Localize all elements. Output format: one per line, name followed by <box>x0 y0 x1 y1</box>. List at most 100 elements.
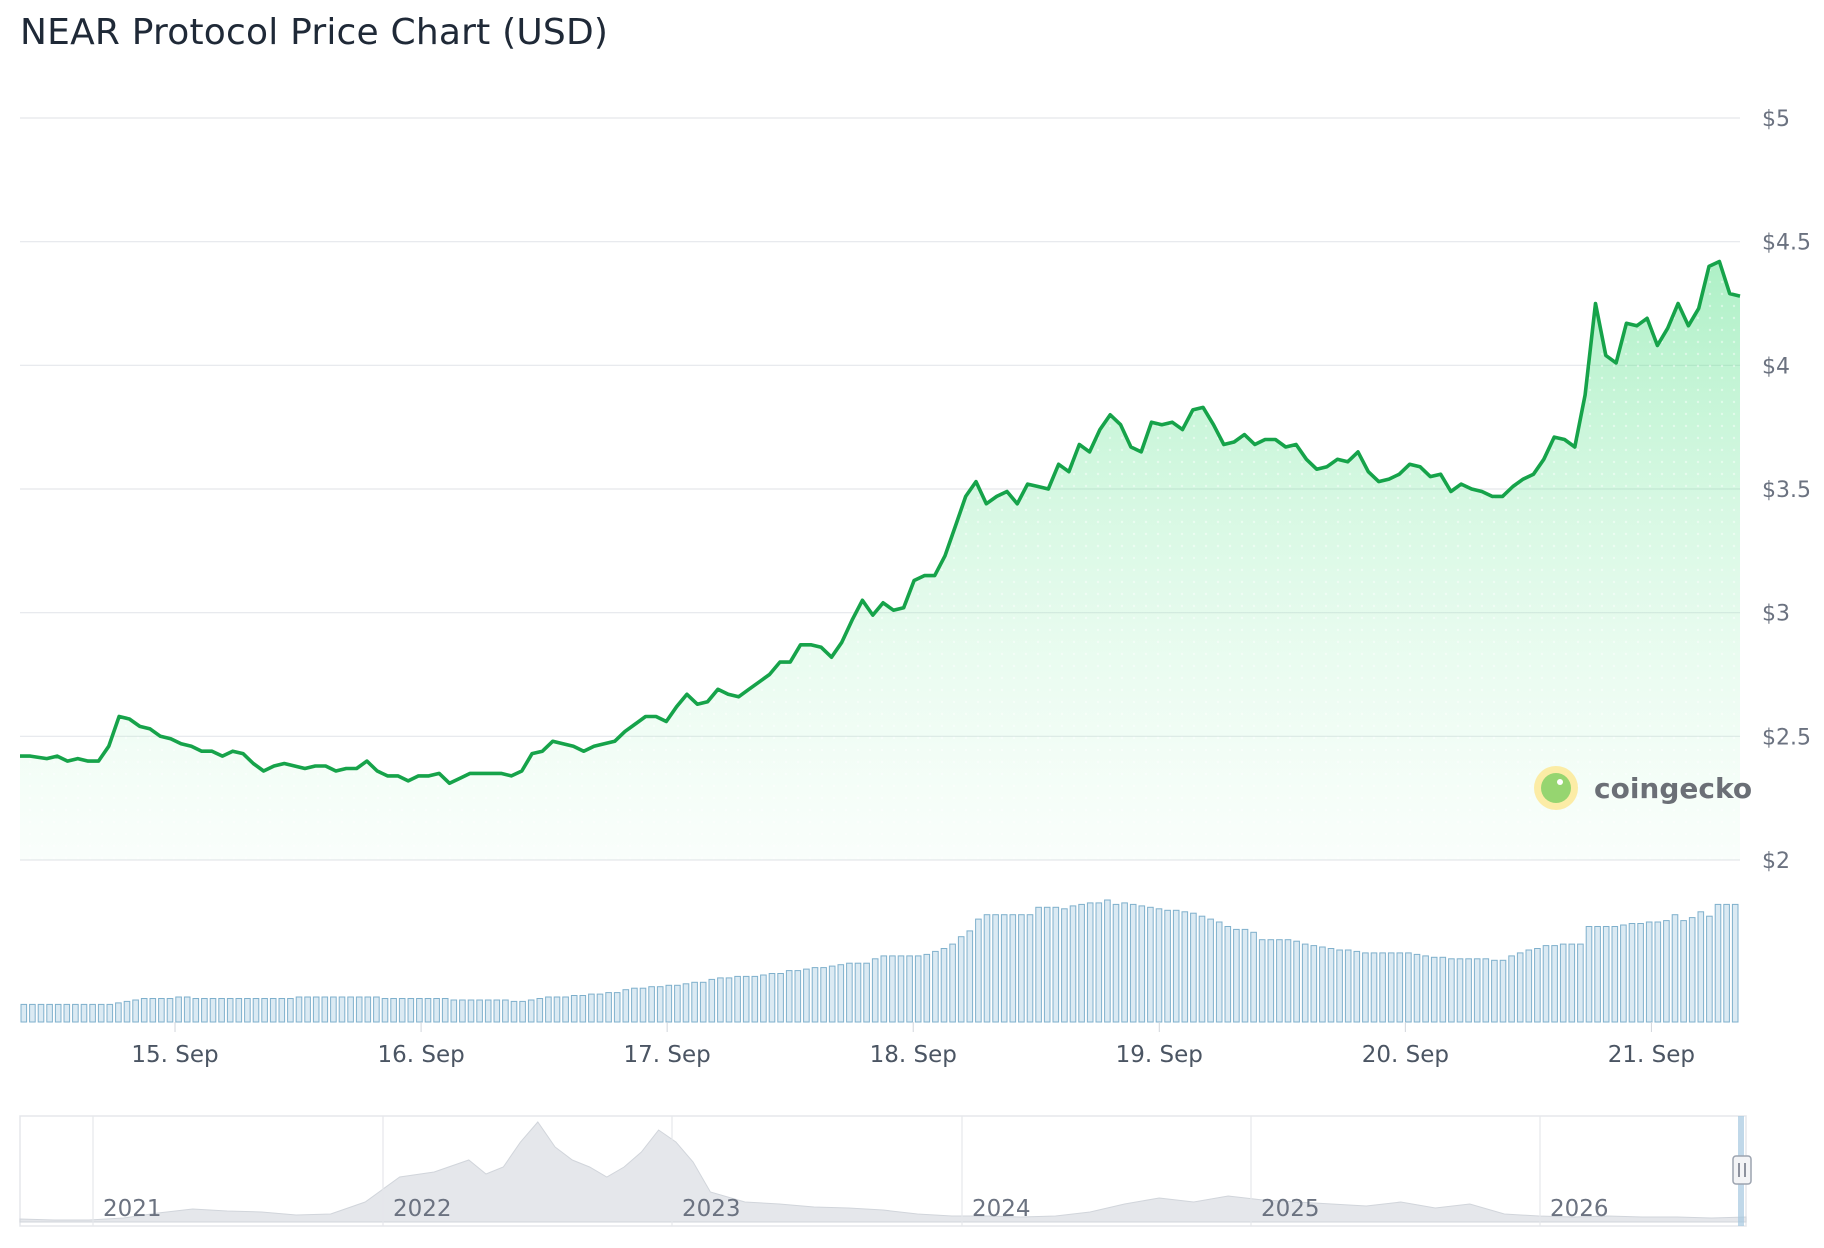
volume-bar <box>97 1003 105 1023</box>
volume-bar <box>502 999 509 1023</box>
volume-bar <box>811 967 819 1023</box>
volume-bar <box>1172 909 1180 1023</box>
volume-bar <box>1327 948 1335 1023</box>
volume-bar <box>149 998 157 1023</box>
volume-bar <box>1207 918 1214 1023</box>
volume-bar <box>1069 905 1077 1023</box>
volume-bar <box>1491 959 1498 1023</box>
volume-bar <box>1654 921 1662 1023</box>
volume-bar <box>1121 902 1128 1023</box>
volume-bar <box>1430 956 1438 1023</box>
volume-bar <box>166 998 174 1023</box>
volume-bar <box>631 987 638 1023</box>
volume-bar <box>1568 943 1576 1023</box>
volume-bar <box>966 930 974 1023</box>
volume-bar <box>570 995 578 1023</box>
volume-bar <box>1551 945 1558 1023</box>
volume-bar <box>1129 903 1137 1023</box>
volume-bar <box>1344 949 1352 1023</box>
coingecko-watermark: coingecko <box>1534 766 1752 810</box>
volume-bar <box>1026 914 1034 1023</box>
volume-bar <box>682 983 690 1023</box>
volume-bar <box>416 998 423 1023</box>
navigator-year-label: 2024 <box>972 1196 1031 1222</box>
volume-bar <box>321 996 329 1023</box>
volume-bar <box>192 998 200 1023</box>
volume-bar <box>244 998 251 1023</box>
volume-bar <box>1645 921 1653 1023</box>
volume-bar <box>1396 952 1404 1023</box>
navigator-year-labels: 2021 2022 2023 2024 2025 2026 <box>92 1116 1609 1226</box>
volume-bar <box>596 993 604 1023</box>
volume-bar <box>493 999 501 1023</box>
volume-bar <box>1009 914 1017 1023</box>
volume-bar <box>1164 909 1171 1023</box>
volume-bar <box>484 999 492 1023</box>
volume-bar <box>794 970 802 1023</box>
volume-bar <box>1473 958 1481 1023</box>
volume-bar <box>1559 943 1567 1023</box>
volume-bar <box>699 981 707 1023</box>
chart-title: NEAR Protocol Price Chart (USD) <box>20 12 609 53</box>
volume-bar <box>1637 923 1644 1023</box>
volume-bar <box>80 1003 88 1023</box>
volume-bar <box>983 914 991 1023</box>
volume-bar <box>252 998 260 1023</box>
volume-bar <box>1147 906 1154 1023</box>
price-line[interactable] <box>20 259 1741 786</box>
volume-bar <box>1035 906 1042 1023</box>
volume-bar <box>29 1003 36 1023</box>
volume-bar <box>209 998 217 1023</box>
volume-bar <box>880 955 888 1023</box>
volume-bar <box>854 962 862 1023</box>
volume-bar <box>295 996 303 1023</box>
volume-bar <box>1181 911 1189 1023</box>
drag-handle-icon[interactable] <box>1732 1155 1752 1185</box>
volume-bar <box>932 950 939 1023</box>
volume-bar <box>373 996 380 1023</box>
volume-bar <box>347 996 354 1023</box>
price-line-layer[interactable] <box>20 259 1741 786</box>
volume-bar <box>72 1003 79 1023</box>
x-axis: 15. Sep 16. Sep 17. Sep 18. Sep 19. Sep 20. S… <box>131 1022 1695 1068</box>
x-tick-label: 19. Sep <box>1116 1042 1203 1068</box>
volume-bar <box>364 996 372 1023</box>
range-navigator[interactable]: 2021 2022 2023 2024 2025 2026 <box>19 1115 1752 1227</box>
gecko-head-shape <box>1541 773 1571 803</box>
volume-bar <box>1534 948 1541 1023</box>
volume-bar <box>1422 955 1429 1023</box>
volume-bar <box>1405 952 1412 1023</box>
volume-bar <box>1276 939 1283 1023</box>
volume-bar <box>820 967 827 1023</box>
volume-bar <box>914 955 922 1023</box>
volume-bar <box>691 981 698 1023</box>
volume-bar <box>20 1003 28 1023</box>
volume-bar <box>1671 914 1679 1023</box>
volume-bar <box>1602 926 1610 1023</box>
volume-bar <box>1465 958 1472 1023</box>
volume-bar <box>1198 915 1206 1023</box>
volume-bar <box>897 955 905 1023</box>
navigator-year-label: 2022 <box>393 1196 452 1222</box>
volume-bar <box>1284 939 1292 1023</box>
volume-bar <box>1293 940 1300 1023</box>
y-tick-label: $5 <box>1762 107 1790 132</box>
volume-bar <box>751 975 759 1023</box>
x-tick-label: 18. Sep <box>870 1042 957 1068</box>
volume-bar <box>1061 908 1068 1023</box>
volume-bar <box>433 998 440 1023</box>
volume-bar <box>940 948 948 1023</box>
volume-bar <box>441 998 449 1023</box>
volume-bar <box>1301 943 1309 1023</box>
volume-bar <box>1413 953 1421 1023</box>
volume-bar <box>725 977 733 1023</box>
volume-bar <box>760 974 767 1023</box>
volume-bar <box>923 953 931 1023</box>
volume-bar <box>1233 928 1240 1023</box>
volume-bar <box>1043 906 1051 1023</box>
volume-bar <box>467 999 475 1023</box>
volume-bar <box>1310 945 1318 1023</box>
volume-bar <box>132 999 139 1023</box>
y-tick-label: $2 <box>1762 849 1790 874</box>
